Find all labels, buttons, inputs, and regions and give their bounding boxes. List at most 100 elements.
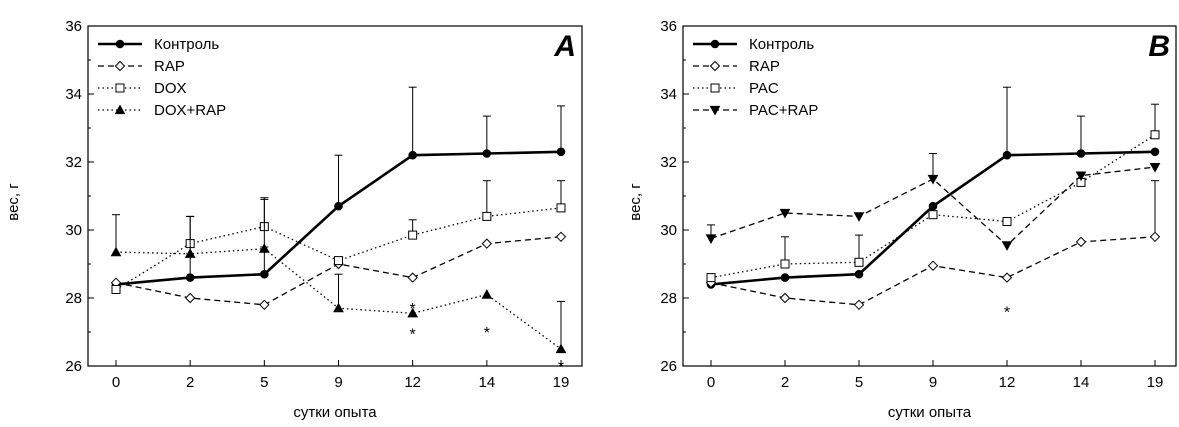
data-point <box>1001 241 1013 251</box>
series-dox-rap <box>110 198 567 354</box>
x-tick-label: 9 <box>929 374 937 391</box>
data-point <box>556 203 566 213</box>
x-tick-label: 5 <box>260 374 268 391</box>
data-point <box>110 246 122 257</box>
data-point <box>779 292 791 304</box>
y-tick-label: 30 <box>65 222 82 239</box>
x-tick-label: 2 <box>186 374 194 391</box>
significance-asterisk: * <box>410 301 416 318</box>
y-tick-label: 34 <box>65 86 82 103</box>
x-tick-label: 12 <box>999 374 1016 391</box>
data-point <box>1150 147 1160 157</box>
data-point <box>1149 231 1161 243</box>
x-axis-title: сутки опыта <box>888 404 972 421</box>
data-point <box>334 256 343 266</box>
x-axis: 0 2 5 9 12 14 19 <box>707 360 1164 391</box>
x-tick-label: 14 <box>478 374 495 391</box>
data-point <box>407 307 419 318</box>
y-tick-label: 34 <box>660 86 677 103</box>
data-point <box>1002 150 1012 160</box>
data-point <box>780 259 790 269</box>
legend: Контроль RAP PAC PAC+RAP <box>693 36 818 119</box>
x-tick-label: 0 <box>707 374 715 391</box>
data-point <box>1002 217 1012 226</box>
data-point <box>928 201 938 211</box>
legend-label: Контроль <box>749 36 814 53</box>
legend-marker <box>709 105 721 116</box>
series-pac-rap <box>705 153 1161 251</box>
series-контроль <box>706 86 1160 289</box>
y-tick-label: 26 <box>65 358 82 375</box>
series-rap <box>705 180 1161 311</box>
legend-label: DOX+RAP <box>154 102 226 119</box>
legend-label: DOX <box>154 80 187 97</box>
data-point <box>1076 149 1086 158</box>
data-point <box>184 248 196 258</box>
data-point <box>854 269 864 279</box>
data-point <box>481 289 493 299</box>
legend-label: PAC+RAP <box>749 102 818 119</box>
data-point <box>334 201 343 211</box>
y-tick-label: 36 <box>660 18 677 35</box>
series-pac <box>706 103 1160 283</box>
data-point <box>482 211 492 221</box>
legend-marker <box>710 39 720 49</box>
legend-label: RAP <box>749 58 780 75</box>
data-point <box>481 238 493 249</box>
significance-asterisk: * <box>484 325 490 342</box>
data-point <box>408 150 417 160</box>
x-tick-label: 5 <box>855 374 863 391</box>
legend-marker <box>710 83 720 93</box>
y-axis: 26 28 30 32 34 36 <box>65 18 94 375</box>
plot-frame <box>682 25 1177 367</box>
data-point <box>854 257 864 267</box>
x-tick-label: 19 <box>553 374 570 391</box>
data-point <box>779 208 791 219</box>
data-point <box>407 272 418 283</box>
data-point <box>1150 130 1160 140</box>
y-tick-label: 30 <box>660 222 677 239</box>
chart-panel-a: 26 28 30 32 34 36 0 2 5 9 12 14 19 сутки опыта вес, г A… <box>5 18 583 421</box>
panel-label: A <box>553 30 576 63</box>
series-контроль <box>111 86 566 289</box>
y-tick-label: 36 <box>65 18 82 35</box>
y-tick-label: 28 <box>65 290 82 307</box>
data-point <box>555 343 567 354</box>
data-point <box>853 212 865 222</box>
data-point <box>111 285 121 294</box>
data-point <box>705 234 717 245</box>
data-point <box>780 273 790 282</box>
data-point <box>1149 163 1161 173</box>
x-tick-label: 2 <box>781 374 789 391</box>
data-point <box>259 299 270 311</box>
legend-label: RAP <box>154 58 185 75</box>
y-tick-label: 26 <box>660 358 677 375</box>
data-point <box>1001 272 1013 283</box>
legend-marker <box>115 83 125 93</box>
x-axis: 0 2 5 9 12 14 19 <box>112 360 570 391</box>
data-point <box>928 210 938 220</box>
x-tick-label: 9 <box>334 374 342 391</box>
data-point <box>706 273 716 283</box>
chart-panel-b: 26 28 30 32 34 36 0 2 5 9 12 14 19 сутки опыта вес, г B… <box>627 18 1177 421</box>
legend: Контроль RAP DOX DOX+RAP <box>98 36 226 119</box>
data-point <box>555 231 567 243</box>
data-point <box>333 302 344 313</box>
data-point <box>185 273 195 282</box>
data-point <box>556 147 566 157</box>
y-axis: 26 28 30 32 34 36 <box>660 18 689 375</box>
legend-marker <box>114 104 126 115</box>
significance-asterisk: * <box>410 327 416 344</box>
data-point <box>1075 171 1087 182</box>
data-point <box>184 292 196 304</box>
x-tick-label: 19 <box>1147 374 1164 391</box>
significance-asterisk: * <box>558 359 564 376</box>
x-axis-title: сутки опыта <box>293 404 377 421</box>
legend-marker <box>709 60 721 72</box>
data-point <box>927 260 939 271</box>
x-tick-label: 14 <box>1073 374 1090 391</box>
data-point <box>408 230 418 240</box>
data-point <box>927 174 939 185</box>
legend-label: PAC <box>749 80 779 97</box>
